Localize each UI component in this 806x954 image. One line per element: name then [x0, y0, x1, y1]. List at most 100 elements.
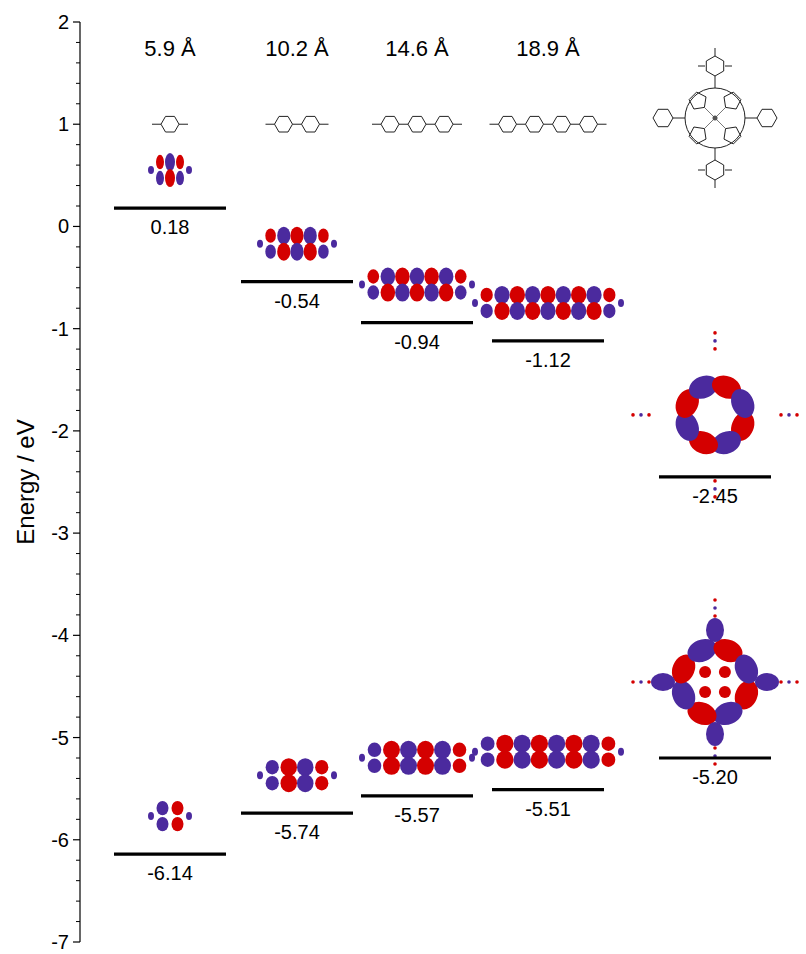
- lobe: [601, 752, 615, 766]
- pyrrole: [689, 127, 706, 144]
- lobe: [417, 757, 434, 775]
- y-minor-tick: [76, 860, 80, 861]
- y-minor-tick: [76, 819, 80, 820]
- lobe: [439, 268, 454, 286]
- y-minor-tick: [76, 676, 80, 677]
- methyl: [698, 170, 705, 171]
- lobe: [514, 751, 531, 769]
- lobe: [290, 243, 303, 261]
- bond: [453, 124, 462, 125]
- methyl: [698, 66, 705, 67]
- data-label: -5.20: [692, 766, 738, 788]
- lobe: [699, 666, 711, 678]
- bond: [399, 124, 408, 125]
- lobe: [318, 228, 329, 242]
- lobe: [455, 269, 467, 283]
- y-tick-label: -4: [51, 624, 69, 646]
- lobe: [367, 285, 379, 299]
- lobe: [186, 166, 192, 174]
- lobe: [172, 801, 184, 815]
- energy-level: [492, 339, 604, 342]
- y-minor-tick: [76, 144, 80, 145]
- lobe: [639, 680, 643, 684]
- lobe: [525, 286, 540, 304]
- bond: [372, 124, 381, 125]
- lobe: [472, 748, 478, 756]
- bond: [598, 124, 607, 125]
- lobe: [647, 413, 651, 417]
- y-minor-tick: [76, 655, 80, 656]
- lobe: [540, 302, 555, 320]
- y-tick: [73, 226, 80, 227]
- lobe: [453, 759, 467, 773]
- lobe: [494, 302, 509, 320]
- energy-level: [361, 794, 473, 797]
- lobe: [481, 304, 493, 318]
- bond: [293, 124, 302, 125]
- lobe: [257, 240, 263, 248]
- data-label: -0.54: [274, 290, 320, 312]
- y-minor-tick: [76, 492, 80, 493]
- lobe: [281, 758, 298, 776]
- lobe: [713, 606, 717, 610]
- lobe: [713, 339, 717, 343]
- energy-level: [241, 280, 353, 283]
- lobe: [496, 735, 513, 753]
- lobe: [583, 735, 600, 753]
- lobe: [571, 286, 586, 304]
- bond: [179, 124, 188, 125]
- lobe: [496, 751, 513, 769]
- metal: [713, 116, 718, 121]
- energy-level: [114, 852, 226, 855]
- orbital: [359, 268, 475, 302]
- lobe: [165, 169, 175, 187]
- lobe: [706, 722, 724, 746]
- lobe: [795, 680, 799, 684]
- y-minor-tick: [76, 696, 80, 697]
- ring: [302, 116, 320, 132]
- lobe: [795, 413, 799, 417]
- bond: [571, 124, 580, 125]
- ring: [706, 160, 723, 180]
- lobe: [699, 686, 711, 698]
- ring: [757, 109, 777, 126]
- y-axis-title: Energy / eV: [12, 419, 39, 544]
- y-tick: [73, 635, 80, 636]
- category-label: 14.6 Å: [385, 36, 449, 61]
- ring: [553, 116, 571, 132]
- y-tick-label: -5: [51, 727, 69, 749]
- ring: [435, 116, 453, 132]
- lobe: [481, 752, 495, 766]
- lobe: [266, 760, 279, 774]
- orbital: [472, 735, 624, 769]
- energy-level: [114, 206, 226, 209]
- lobe: [315, 776, 328, 790]
- bond: [745, 118, 757, 119]
- lobe: [304, 243, 317, 261]
- y-minor-tick: [76, 83, 80, 84]
- data-label: 0.18: [151, 216, 190, 238]
- orbital: [257, 227, 337, 261]
- ring: [653, 109, 673, 126]
- y-minor-tick: [76, 62, 80, 63]
- y-tick-label: -2: [51, 420, 69, 442]
- y-minor-tick: [76, 246, 80, 247]
- chart: -7-6-5-4-3-2-1012Energy / eV5.9 Å10.2 Å1…: [0, 0, 806, 954]
- lobe: [603, 288, 615, 302]
- lobe: [424, 268, 439, 286]
- lobe: [706, 618, 724, 642]
- lobe: [586, 302, 601, 320]
- lobe: [481, 288, 493, 302]
- data-label: -5.74: [274, 821, 320, 843]
- macrocycle: [685, 88, 745, 148]
- lobe: [304, 227, 317, 245]
- orbital: [148, 153, 192, 187]
- lobe: [472, 299, 478, 307]
- lobe: [556, 302, 571, 320]
- lobe: [565, 735, 582, 753]
- energy-level: [659, 475, 771, 478]
- porphyrin: [653, 48, 777, 188]
- lobe: [157, 801, 169, 815]
- lobe: [603, 304, 615, 318]
- y-tick: [73, 124, 80, 125]
